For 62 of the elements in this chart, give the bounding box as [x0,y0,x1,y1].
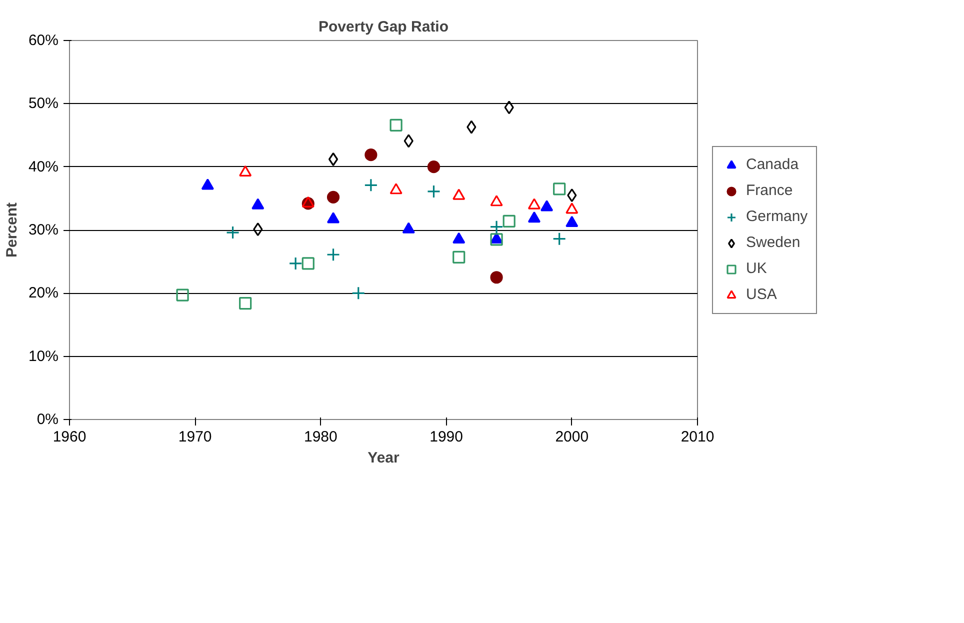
point [326,212,340,224]
y-tick-label: 30% [28,222,59,238]
point [553,182,566,196]
point [490,271,503,284]
point [490,195,503,206]
legend-label: Sweden [746,234,800,251]
point [302,196,314,208]
point [176,288,189,302]
y-tick-label: 50% [28,95,59,112]
y-axis-title: Percent [3,202,20,258]
point [326,248,340,262]
x-tick-label: 1980 [304,428,338,446]
point [352,286,366,300]
point [452,232,466,244]
x-tick-label: 1960 [52,428,86,446]
chart-title: Poverty Gap Ratio [318,18,449,36]
point [239,165,252,176]
point [427,160,440,174]
point [490,220,504,234]
point [452,250,466,264]
point [426,184,441,198]
y-tick-label: 20% [28,284,59,302]
point [490,233,503,246]
x-axis-title: Year [368,450,400,466]
point [226,226,240,240]
point [288,256,302,270]
point [528,198,541,210]
point [390,183,402,194]
y-tick-label: 10% [28,348,59,365]
point [402,222,415,234]
point [552,232,566,246]
point [466,120,476,134]
point [302,257,314,270]
point [390,118,402,132]
legend-label: Canada [746,156,799,173]
legend-label: France [746,182,793,199]
point [201,178,214,190]
legend-label: Germany [746,208,808,225]
y-tick-label: 0% [36,411,59,428]
point [504,100,514,114]
y-tick-label: 60% [28,32,59,49]
x-tick-label: 1970 [178,428,212,446]
point [528,211,541,223]
point [252,198,264,210]
point [364,178,378,192]
point [502,214,516,228]
point [326,190,340,204]
point [239,296,252,310]
legend-label: USA [746,286,777,303]
x-tick-label: 1990 [430,428,463,446]
point [404,134,414,148]
legend-label: UK [746,260,767,277]
point [452,188,466,200]
point [364,148,378,162]
point [566,216,578,228]
x-tick-label: 2010 [680,428,714,446]
point [253,222,263,236]
x-tick-label: 2000 [555,428,589,446]
point [566,202,578,214]
point [328,152,338,166]
y-tick-label: 40% [28,158,59,176]
point [540,200,554,212]
